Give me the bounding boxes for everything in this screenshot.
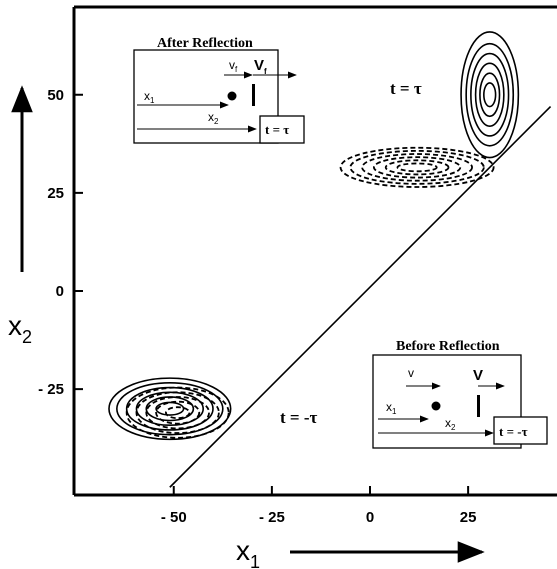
contour-dashed: [155, 400, 201, 425]
mirror-line: [169, 105, 552, 488]
inset-after-mirror: [252, 84, 255, 106]
x-axis-label-text: x: [236, 535, 250, 566]
inset-before-reflection: Before Reflection x1 x2 v V t = -τ: [372, 339, 548, 449]
inset-after-title: After Reflection: [157, 36, 253, 51]
svg-text:x2: x2: [208, 110, 219, 126]
contour-dashed: [135, 391, 220, 434]
contour-solid: [116, 382, 224, 436]
svg-text:x2: x2: [8, 310, 32, 347]
x-axis-label-sub: 1: [250, 552, 260, 569]
y-axis-label-sub: 2: [22, 327, 32, 347]
contour-dashed: [361, 153, 473, 182]
svg-text:x1: x1: [144, 89, 155, 105]
contour-dashed: [396, 162, 438, 173]
wavepacket-after-solid: [460, 31, 520, 159]
inset-after-V: V: [254, 57, 264, 74]
contour-solid: [460, 31, 520, 159]
inset-after-x2-sub: 2: [214, 117, 219, 126]
svg-text:Vf: Vf: [254, 57, 267, 76]
inset-after-x1: x: [144, 89, 150, 103]
x-tick-label: - 25: [259, 509, 285, 526]
inset-after-V-sub: f: [264, 67, 267, 76]
inset-before-time-box: [493, 416, 548, 445]
inset-before-particle: [431, 401, 441, 411]
inset-after-reflection: After Reflection x1 x2 vf Vf t = τ: [133, 36, 305, 144]
inset-after-x2: x: [208, 110, 214, 124]
contour-dashed: [145, 396, 210, 430]
x-tick-label: 25: [460, 509, 477, 526]
annotation-t-after: t = τ: [390, 79, 422, 98]
contour-dashed: [165, 406, 191, 420]
contour-dashed: [339, 146, 495, 188]
contour-solid: [479, 72, 501, 118]
contour-solid: [470, 52, 510, 137]
inset-after-v: v: [229, 58, 235, 72]
svg-text:v: v: [408, 366, 414, 380]
x-tick-label: 0: [366, 509, 374, 526]
wavepacket-contours: [108, 31, 520, 441]
contour-dashed: [349, 149, 485, 185]
svg-text:x1: x1: [236, 535, 260, 569]
y-tick-label: 25: [47, 185, 64, 202]
wavepacket-before-dashed: [125, 386, 230, 439]
contour-solid: [135, 391, 204, 427]
y-axis-label-text: x: [8, 310, 22, 341]
wavepacket-before-solid: [108, 377, 232, 441]
contour-dashed: [125, 386, 230, 439]
inset-after-time-box: [259, 115, 305, 144]
wavepacket-after-dashed: [339, 146, 495, 188]
plot-frame: [72, 5, 557, 497]
inset-after-particle: [227, 91, 237, 101]
contour-solid: [483, 82, 497, 108]
inset-before-v: v: [408, 366, 414, 380]
contour-solid: [108, 377, 232, 441]
contour-dashed: [373, 156, 462, 179]
inset-before-x1-sub: 1: [392, 407, 397, 416]
svg-text:x2: x2: [445, 416, 456, 432]
svg-text:vf: vf: [229, 58, 238, 74]
axis-ticks: - 50 - 25 0 25 - 25 0 25 50: [38, 87, 476, 526]
contour-solid: [155, 401, 185, 416]
inset-after-time: t = τ: [265, 122, 289, 137]
inset-before-x1: x: [386, 400, 392, 414]
contour-solid: [465, 42, 515, 147]
inset-before-x2-sub: 2: [451, 423, 456, 432]
x-tick-label: - 50: [161, 509, 187, 526]
annotation-t-before: t = -τ: [280, 408, 318, 427]
svg-text:V: V: [473, 367, 483, 384]
inset-before-V: V: [473, 367, 483, 384]
contour-solid: [474, 62, 505, 127]
inset-before-x2: x: [445, 416, 451, 430]
inset-after-x1-sub: 1: [150, 96, 155, 105]
inset-before-title: Before Reflection: [396, 339, 500, 354]
inset-before-time: t = -τ: [499, 424, 528, 439]
y-tick-label: - 25: [38, 381, 64, 398]
y-tick-label: 0: [56, 283, 64, 300]
svg-text:x1: x1: [386, 400, 397, 416]
x-axis-label: x1: [236, 535, 485, 569]
y-axis-label: x2: [8, 85, 33, 347]
contour-dashed: [384, 159, 450, 176]
inset-before-mirror: [477, 395, 480, 417]
y-tick-label: 50: [47, 87, 64, 104]
inset-after-v-sub: f: [235, 65, 238, 74]
